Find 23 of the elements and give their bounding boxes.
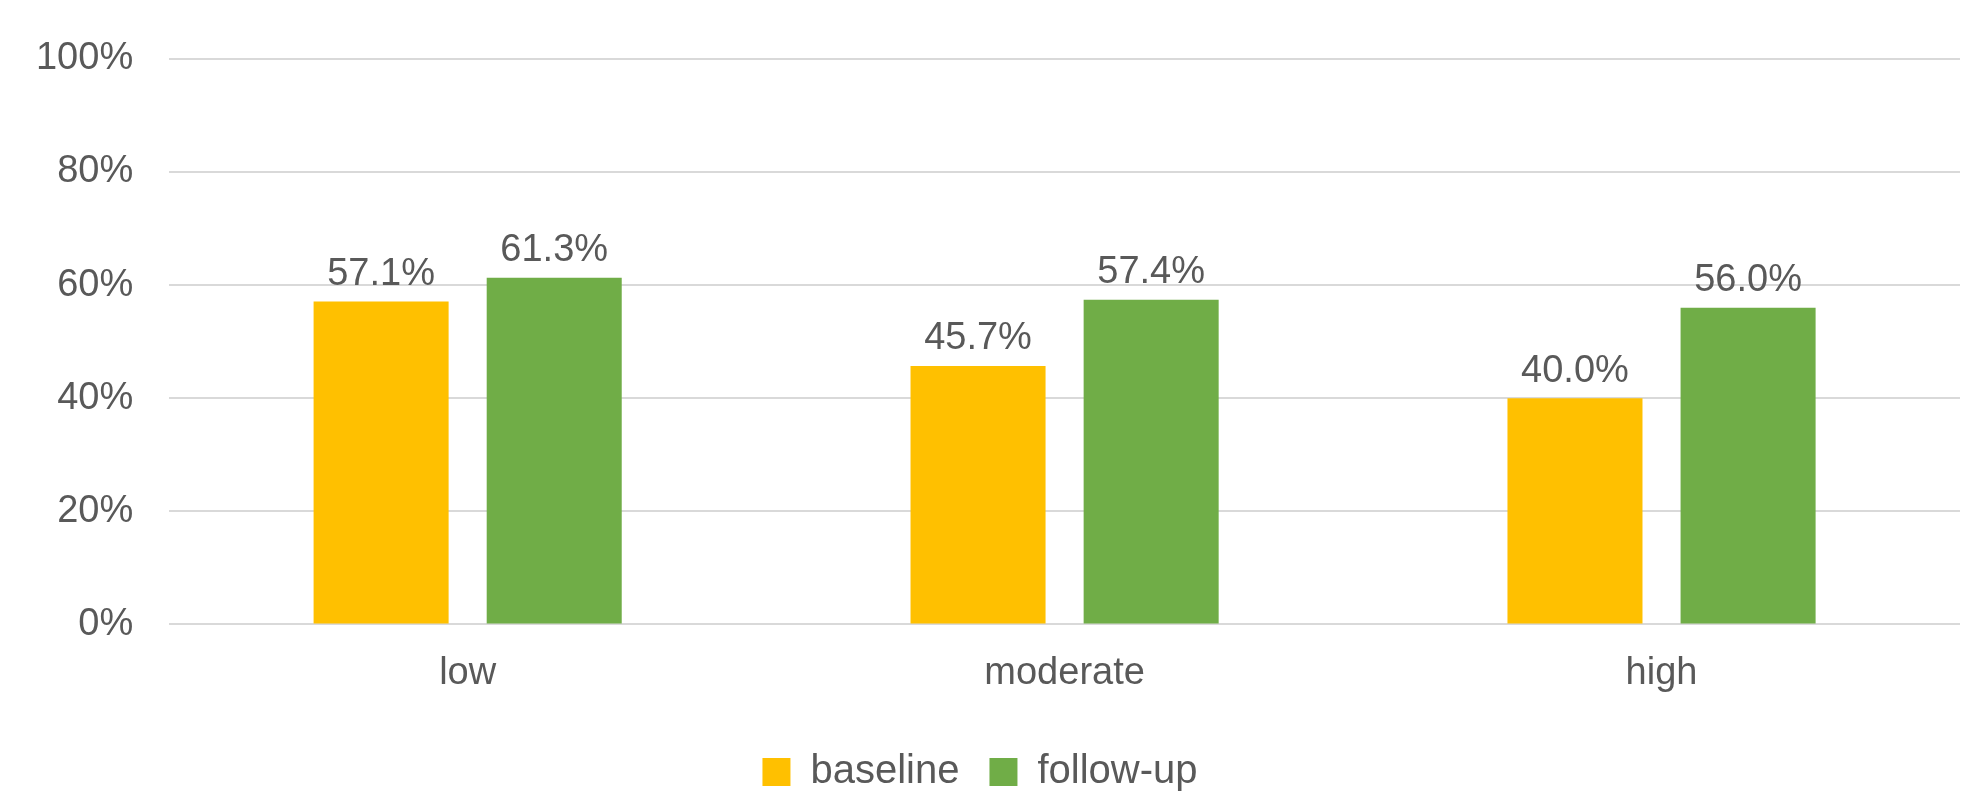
y-tick-label: 100% [35,35,134,78]
y-tick-label: 40% [57,374,134,417]
bar [910,365,1046,624]
x-tick-label: high [1625,649,1698,692]
y-tick-label: 60% [57,261,134,304]
data-label: 61.3% [500,227,609,270]
data-label: 56.0% [1694,257,1802,300]
data-label: 40.0% [1521,347,1629,390]
bar [1083,299,1219,624]
data-label: 57.1% [327,250,435,293]
bar [486,277,622,624]
legend-label: follow-up [1037,747,1198,792]
y-tick-label: 0% [78,600,134,643]
x-tick-label: low [439,649,497,692]
legend-label: baseline [810,747,960,792]
bar [313,301,449,624]
bar [1680,307,1816,624]
bar [1507,398,1643,624]
x-tick-label: moderate [984,649,1145,692]
y-tick-label: 80% [57,148,134,191]
data-label: 57.4% [1097,249,1206,292]
data-label: 45.7% [924,315,1032,358]
y-tick-label: 20% [57,487,134,530]
